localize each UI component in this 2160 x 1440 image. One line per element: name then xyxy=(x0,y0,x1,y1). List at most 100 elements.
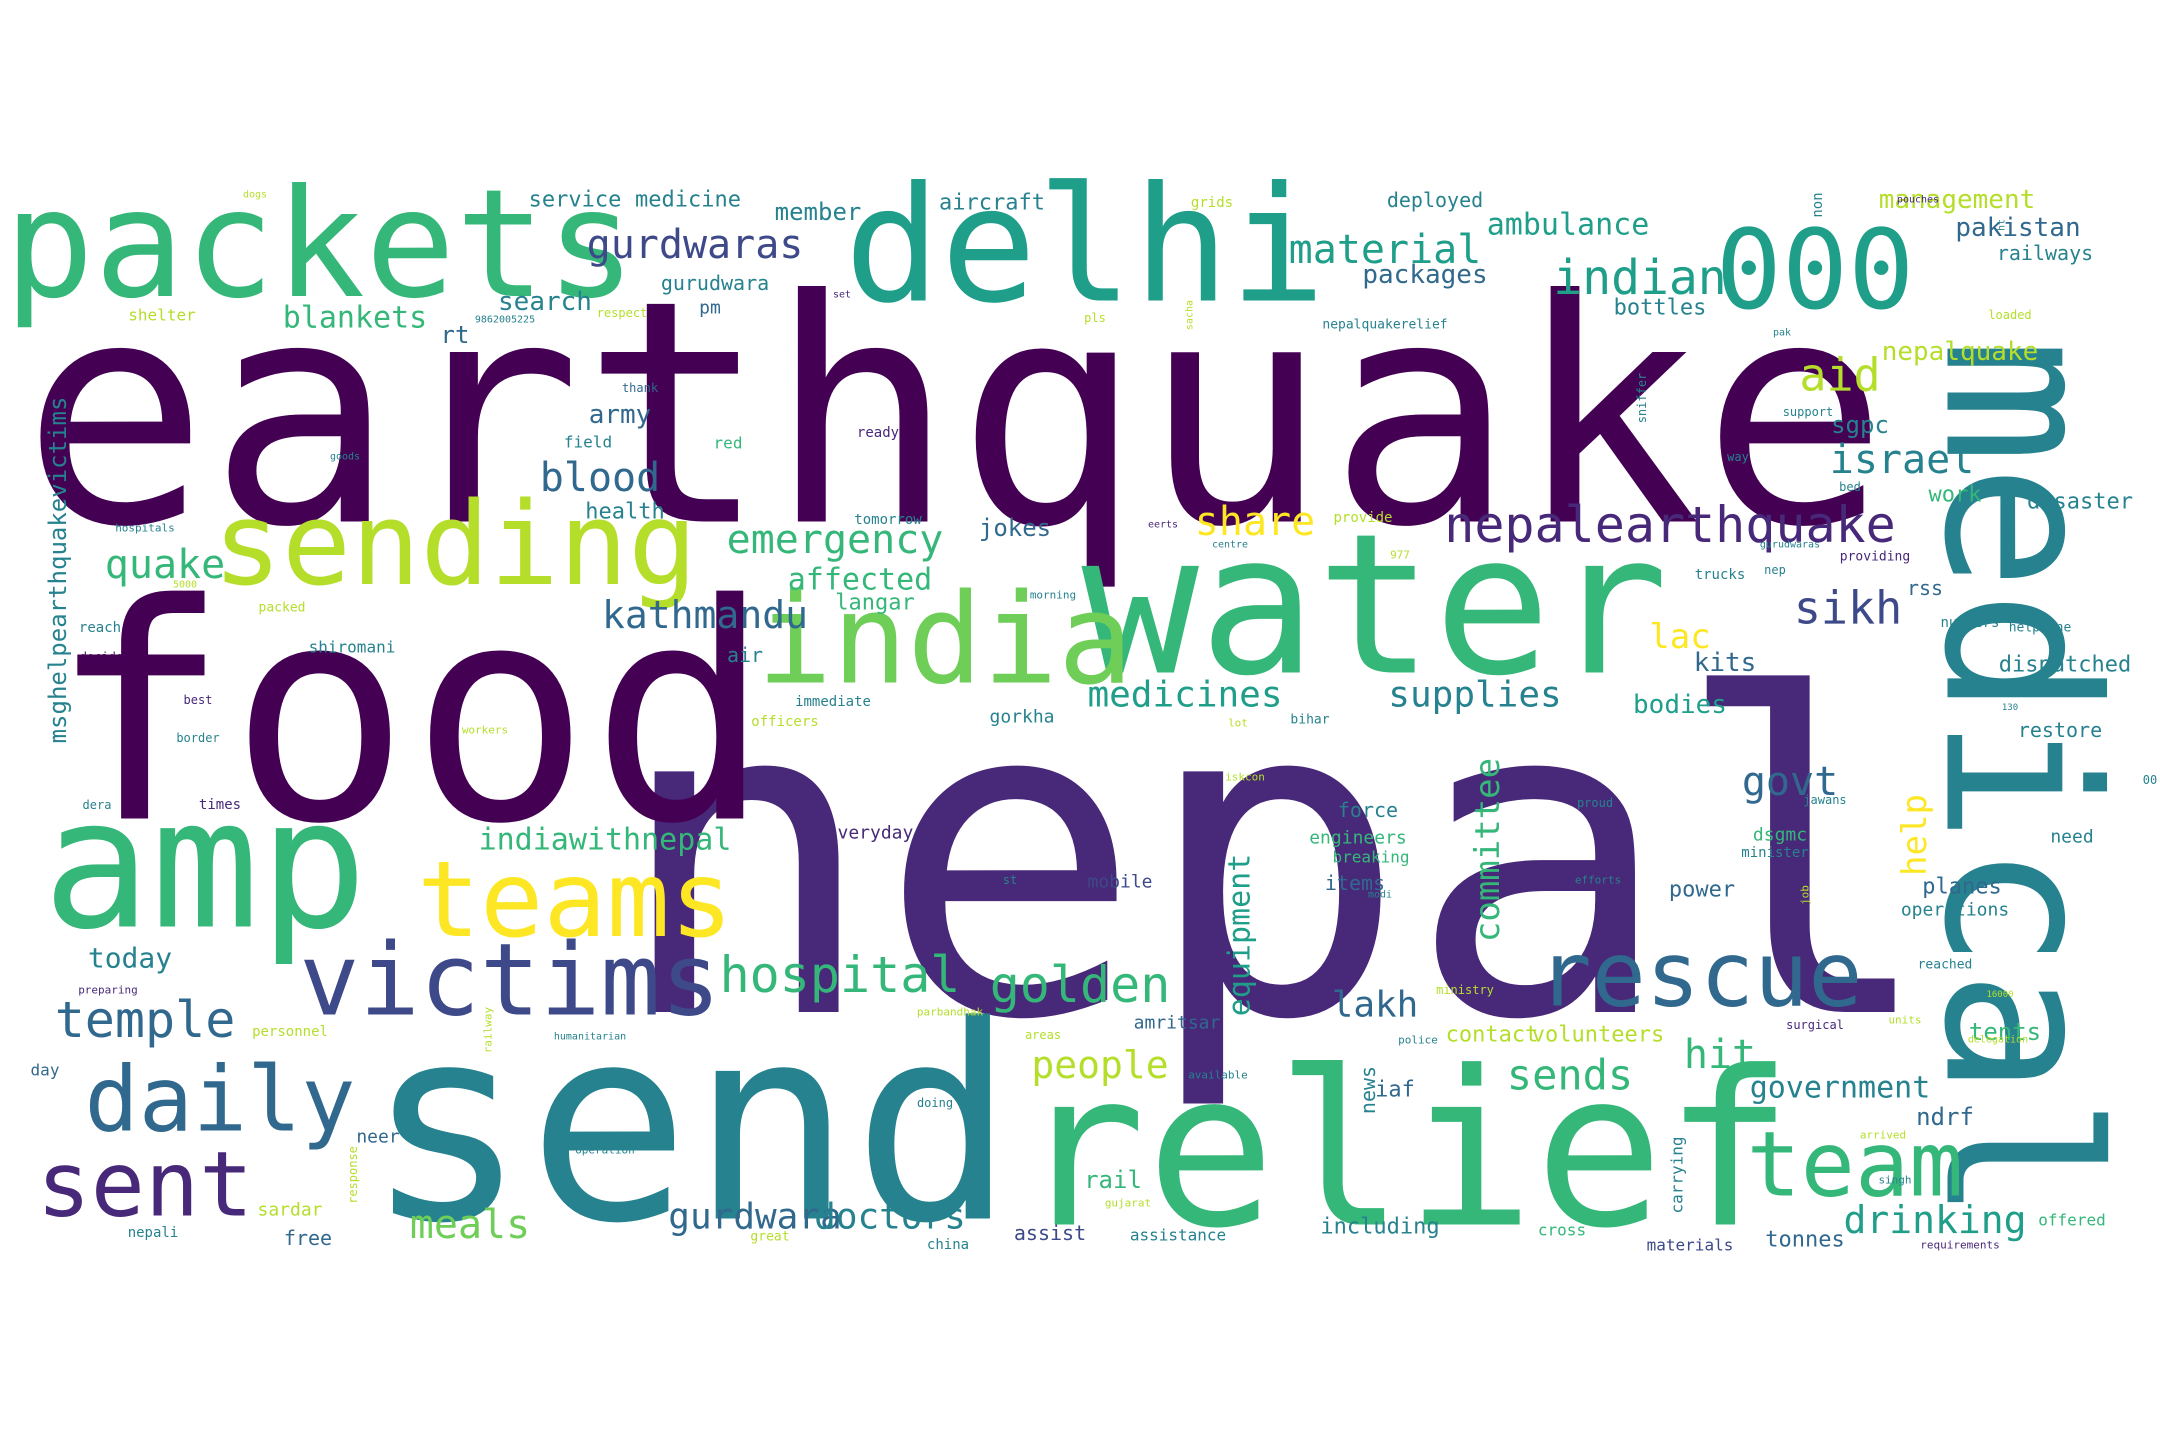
word-gurudwara: gurudwara xyxy=(661,271,769,295)
word-aircraft: aircraft xyxy=(939,191,1045,216)
word-arrived: arrived xyxy=(1860,1129,1906,1142)
word-power: power xyxy=(1669,878,1735,903)
word-non: non xyxy=(1810,192,1826,217)
word-977: 977 xyxy=(1390,549,1410,562)
word-16000: 16000 xyxy=(1986,990,2013,1000)
word-requirements: requirements xyxy=(1920,1239,1999,1252)
word-offered: offered xyxy=(2038,1211,2105,1230)
word-sniffer: sniffer xyxy=(1635,373,1649,424)
word-railways: railways xyxy=(1997,241,2093,265)
word-gurdwaras: gurdwaras xyxy=(587,222,804,268)
word-doing: doing xyxy=(917,1096,953,1110)
word-iskcon: iskcon xyxy=(1225,771,1265,784)
word-provide: provide xyxy=(1333,510,1392,526)
word-response: response xyxy=(346,1146,360,1204)
word-workers: workers xyxy=(462,724,508,737)
word-loaded: loaded xyxy=(1988,308,2031,322)
word-bihar: bihar xyxy=(1290,713,1329,728)
word-teams: teams xyxy=(417,839,733,961)
word-rail: rail xyxy=(1084,1166,1142,1194)
word-rescue: rescue xyxy=(1537,923,1862,1028)
word-supplies: supplies xyxy=(1388,675,1561,716)
word-parbandhak: parbandhak xyxy=(917,1006,984,1019)
word-railway: railway xyxy=(482,1006,495,1053)
word-doctors: doctors xyxy=(814,1197,966,1238)
word-victims: victims xyxy=(299,922,720,1039)
word-emergency: emergency xyxy=(727,517,944,563)
word-pouches: pouches xyxy=(1897,195,1939,206)
word-cross: cross xyxy=(1538,1221,1586,1240)
word-units: units xyxy=(1888,1014,1921,1027)
word-dogs: dogs xyxy=(243,190,267,201)
word-israel: israel xyxy=(1830,437,1975,483)
word-police: police xyxy=(1398,1034,1438,1047)
word-service: service xyxy=(529,188,622,213)
word-nepalquake: nepalquake xyxy=(1882,337,2039,367)
word-numbers: numbers xyxy=(1940,615,1999,631)
word-trucks: trucks xyxy=(1695,567,1746,583)
word-nep: nep xyxy=(1764,563,1786,577)
word-need: need xyxy=(2050,827,2093,848)
word-food: food xyxy=(49,541,771,890)
word-rss: rss xyxy=(1907,576,1943,600)
word-search: search xyxy=(498,287,592,317)
word-gurudwaras: gurudwaras xyxy=(1760,540,1820,551)
word-ndrf: ndrf xyxy=(1916,1103,1974,1131)
word-day: day xyxy=(31,1061,60,1080)
word-best: best xyxy=(184,693,213,707)
word-dispatched: dispatched xyxy=(1999,653,2131,678)
word-share: share xyxy=(1195,499,1315,545)
word-field: field xyxy=(564,433,612,452)
word-medicine: medicine xyxy=(635,188,741,213)
word-temple: temple xyxy=(55,991,236,1049)
word-support: support xyxy=(1783,405,1834,419)
word-sent: sent xyxy=(37,1133,254,1238)
word-officers: officers xyxy=(751,714,818,730)
word-member: member xyxy=(775,198,862,226)
word-indian: indian xyxy=(1553,250,1726,306)
word-rt: rt xyxy=(441,321,470,349)
word-efforts: efforts xyxy=(1575,874,1621,887)
word-assistance: assistance xyxy=(1130,1226,1226,1245)
word-minister: minister xyxy=(1741,845,1808,861)
word-respect: respect xyxy=(597,306,648,320)
word-hospital: hospital xyxy=(720,946,961,1004)
word-gorkha: gorkha xyxy=(989,707,1054,728)
word-delegation: delegation xyxy=(1968,1035,2028,1046)
word-items: items xyxy=(1325,871,1385,895)
word-proud: proud xyxy=(1577,796,1613,810)
word-carrying: carrying xyxy=(1668,1136,1687,1213)
word-000: 000 xyxy=(1716,206,1915,334)
word-kits: kits xyxy=(1694,648,1757,678)
word-packages: packages xyxy=(1362,260,1487,290)
word-tomorrow: tomorrow xyxy=(854,512,922,528)
word-ready: ready xyxy=(857,425,899,441)
word-border: border xyxy=(176,731,219,745)
word-great: great xyxy=(750,1230,789,1245)
word-bottles: bottles xyxy=(1614,296,1707,321)
word-material: material xyxy=(1289,227,1482,273)
word-lac: lac xyxy=(1649,617,1710,657)
word-delhi: delhi xyxy=(844,152,1326,339)
word-bodies: bodies xyxy=(1633,690,1727,720)
word-army: army xyxy=(589,400,652,430)
word-msghelpearthquakevictims: msghelpearthquakevictims xyxy=(44,397,72,744)
word-contact: contact xyxy=(1446,1023,1539,1048)
word-areas: areas xyxy=(1025,1028,1061,1042)
word-amritsar: amritsar xyxy=(1134,1013,1221,1034)
word-work: work xyxy=(1929,483,1982,508)
word-engineers: engineers xyxy=(1309,828,1407,849)
word-medicines: medicines xyxy=(1087,675,1282,716)
word-grids: grids xyxy=(1191,195,1233,211)
word-langar: langar xyxy=(835,591,914,616)
word-packed: packed xyxy=(259,601,306,616)
word-st: st xyxy=(1003,873,1017,887)
word-relief: relief xyxy=(1017,1025,1794,1276)
word-hit: hit xyxy=(1684,1032,1756,1078)
word-job: job xyxy=(1799,885,1812,905)
word-helpline: helpline xyxy=(2009,621,2072,636)
word-meals: meals xyxy=(410,1202,530,1248)
word-amp: amp xyxy=(42,761,367,970)
word-drinking: drinking xyxy=(1843,1198,2026,1242)
word-goods: goods xyxy=(330,452,360,463)
